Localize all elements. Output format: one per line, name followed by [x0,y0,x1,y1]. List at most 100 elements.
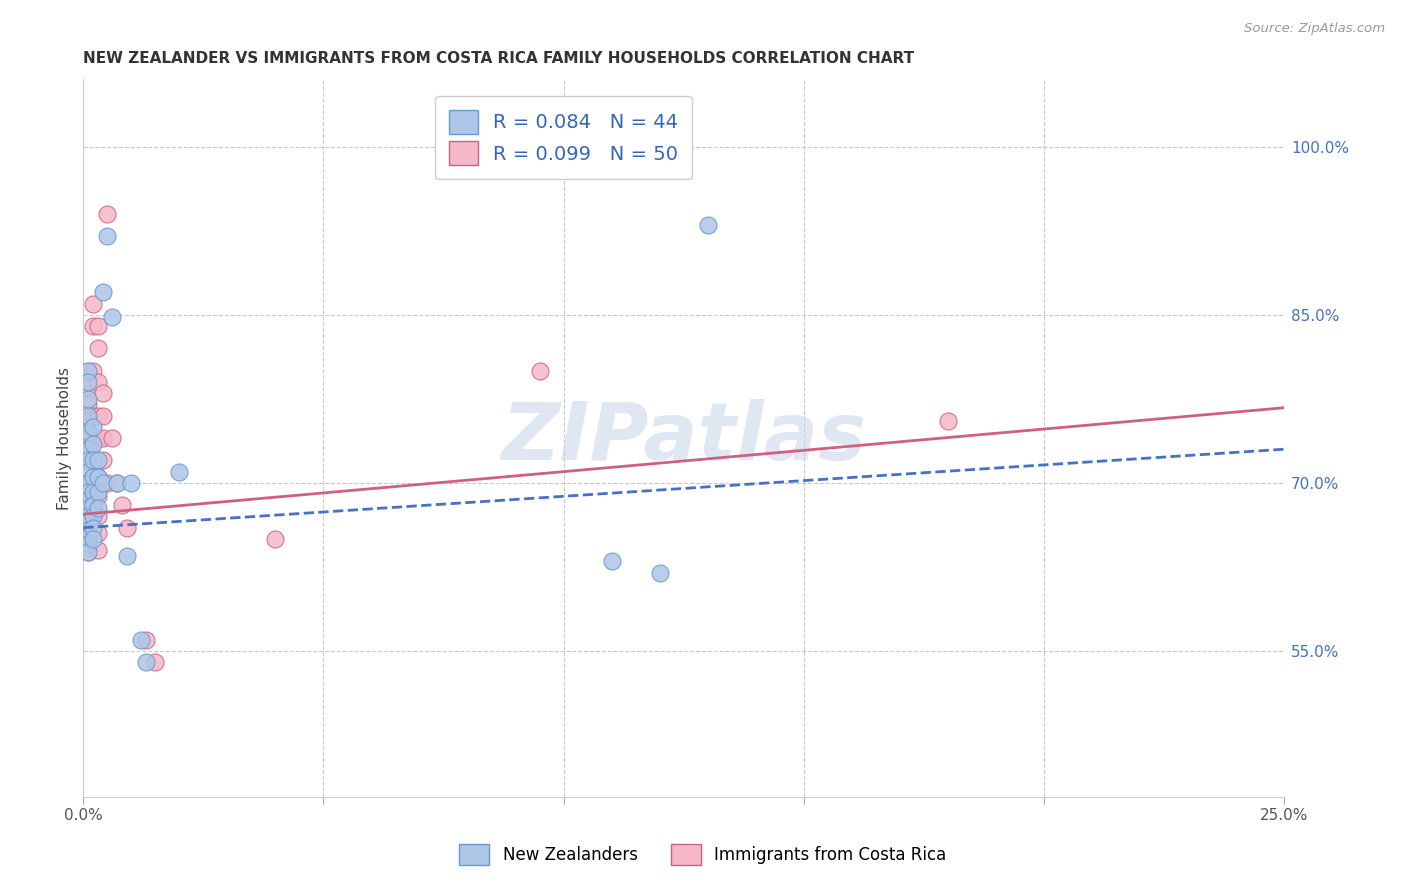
Point [82,509,104,524]
Point [77,397,100,411]
Point [77,475,100,490]
Point [82,521,104,535]
Point [86,453,108,467]
Point [264,532,287,546]
Point [77,414,100,428]
Point [77,431,100,445]
Point [77,484,100,499]
Point [101,310,124,324]
Point [77,364,100,378]
Point [82,419,104,434]
Point [77,453,100,467]
Point [82,453,104,467]
Point [101,431,124,445]
Point [77,532,100,546]
Point [77,530,100,544]
Point [77,521,100,535]
Point [82,431,104,445]
Point [82,470,104,484]
Point [82,504,104,518]
Point [77,380,100,394]
Point [86,500,108,515]
Point [96,207,118,221]
Point [91,431,114,445]
Point [135,632,157,647]
Point [86,342,108,356]
Point [77,375,100,389]
Point [105,475,128,490]
Point [600,554,623,568]
Point [77,442,100,457]
Point [82,436,104,450]
Point [96,229,118,244]
Point [77,453,100,467]
Point [86,318,108,333]
Point [648,566,671,580]
Point [86,509,108,524]
Point [77,523,100,537]
Point [82,484,104,499]
Point [82,364,104,378]
Point [105,475,128,490]
Point [96,475,118,490]
Point [86,484,108,499]
Point [169,465,191,479]
Point [77,500,100,515]
Point [86,470,108,484]
Y-axis label: Family Households: Family Households [58,367,72,509]
Point [77,409,100,423]
Point [82,453,104,467]
Text: Source: ZipAtlas.com: Source: ZipAtlas.com [1244,22,1385,36]
Point [135,655,157,669]
Point [82,487,104,501]
Point [77,509,100,524]
Point [77,465,100,479]
Point [77,465,100,479]
Point [77,392,100,406]
Legend: R = 0.084   N = 44, R = 0.099   N = 50: R = 0.084 N = 44, R = 0.099 N = 50 [434,96,692,178]
Point [91,409,114,423]
Point [77,545,100,559]
Point [120,475,142,490]
Point [77,364,100,378]
Point [82,409,104,423]
Point [77,487,100,501]
Point [86,431,108,445]
Legend: New Zealanders, Immigrants from Costa Rica: New Zealanders, Immigrants from Costa Ri… [450,834,956,875]
Point [77,515,100,529]
Point [86,453,108,467]
Point [82,296,104,310]
Point [82,532,104,546]
Point [77,442,100,457]
Point [82,470,104,484]
Point [696,218,718,232]
Point [86,375,108,389]
Point [77,492,100,507]
Point [91,285,114,300]
Point [91,475,114,490]
Point [115,521,138,535]
Text: ZIPatlas: ZIPatlas [501,399,866,477]
Point [91,386,114,401]
Point [77,425,100,440]
Point [86,409,108,423]
Point [77,498,100,512]
Point [111,498,134,512]
Point [143,655,166,669]
Point [91,453,114,467]
Point [129,632,152,647]
Point [86,470,108,484]
Point [82,498,104,512]
Point [86,526,108,541]
Point [77,545,100,559]
Point [529,364,551,378]
Point [82,318,104,333]
Point [115,549,138,563]
Point [77,537,100,551]
Point [86,543,108,558]
Point [77,509,100,524]
Point [77,475,100,490]
Text: NEW ZEALANDER VS IMMIGRANTS FROM COSTA RICA FAMILY HOUSEHOLDS CORRELATION CHART: NEW ZEALANDER VS IMMIGRANTS FROM COSTA R… [83,51,914,66]
Point [936,414,959,428]
Point [86,489,108,503]
